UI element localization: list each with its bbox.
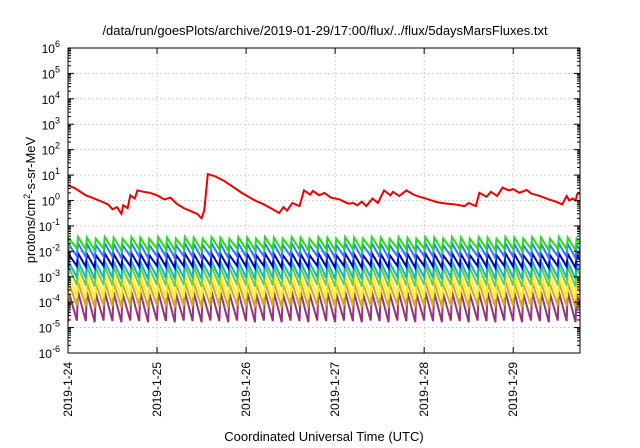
- x-tick-label: 2019-1-29: [506, 362, 520, 417]
- x-axis-label: Coordinated Universal Time (UTC): [224, 429, 423, 444]
- x-tick-label: 2019-1-26: [239, 362, 253, 417]
- y-tick-label-exp: -6: [52, 344, 60, 354]
- y-tick-labels: 10-610-510-410-310-210-11001011021031041…: [39, 39, 60, 361]
- y-tick-label: 101: [42, 166, 60, 183]
- y-tick-label-base: 10: [39, 271, 53, 285]
- y-tick-label-exp: -2: [52, 242, 60, 252]
- series-line: [68, 233, 580, 254]
- y-tick-label: 105: [42, 64, 60, 81]
- y-tick-label-exp: 6: [55, 39, 60, 49]
- y-tick-label-base: 10: [42, 93, 56, 107]
- y-tick-label-base: 10: [39, 245, 53, 259]
- y-tick-label-base: 10: [42, 118, 56, 132]
- y-axis-label-main: protons/cm: [23, 199, 38, 263]
- y-tick-label-exp: -3: [52, 268, 60, 278]
- y-axis-label-tail: -s-sr-MeV: [23, 136, 38, 193]
- y-tick-label: 102: [42, 141, 60, 158]
- y-tick-label-exp: 3: [55, 115, 60, 125]
- y-tick-label-exp: 4: [55, 90, 60, 100]
- x-tick-labels: 2019-1-24 2019-1-25 2019-1-26 2019-1-27 2019…: [61, 362, 520, 417]
- y-tick-label-base: 10: [42, 169, 56, 183]
- y-tick-label: 10-2: [39, 242, 60, 259]
- y-tick-label-base: 10: [39, 296, 53, 310]
- y-tick-label-exp: 1: [55, 166, 60, 176]
- y-tick-label-exp: 0: [55, 192, 60, 202]
- y-tick-label: 10-1: [39, 217, 60, 234]
- series-line: [68, 172, 580, 221]
- y-tick-label: 10-5: [39, 319, 60, 336]
- data-series: [68, 172, 580, 323]
- y-tick-label-base: 10: [39, 322, 53, 336]
- y-tick-label-exp: -4: [52, 293, 60, 303]
- y-tick-label: 100: [42, 192, 60, 209]
- x-tick-label: 2019-1-24: [61, 362, 75, 417]
- y-axis-label-superscript: 2: [22, 194, 32, 199]
- y-tick-label: 10-3: [39, 268, 60, 285]
- y-tick-label: 10-4: [39, 293, 60, 310]
- y-tick-label-base: 10: [42, 67, 56, 81]
- y-tick-label: 103: [42, 115, 60, 132]
- y-tick-label-base: 10: [39, 347, 53, 361]
- y-tick-label-base: 10: [42, 144, 56, 158]
- axis-ticks: [67, 47, 580, 354]
- y-tick-label-base: 10: [39, 220, 53, 234]
- y-tick-label-base: 10: [42, 42, 56, 56]
- y-tick-label-exp: -1: [52, 217, 60, 227]
- y-tick-label-exp: -5: [52, 319, 60, 329]
- chart-title: /data/run/goesPlots/archive/2019-01-29/1…: [102, 23, 548, 38]
- y-tick-label: 104: [42, 90, 60, 107]
- y-tick-label: 10-6: [39, 344, 60, 361]
- y-tick-label: 106: [42, 39, 60, 56]
- x-tick-label: 2019-1-27: [328, 362, 342, 417]
- x-tick-label: 2019-1-25: [150, 362, 164, 417]
- x-tick-label: 2019-1-28: [417, 362, 431, 417]
- y-axis-label: protons/cm2-s-sr-MeV: [22, 136, 38, 263]
- y-tick-label-exp: 2: [55, 141, 60, 151]
- y-tick-label-base: 10: [42, 195, 56, 209]
- y-tick-label-exp: 5: [55, 64, 60, 74]
